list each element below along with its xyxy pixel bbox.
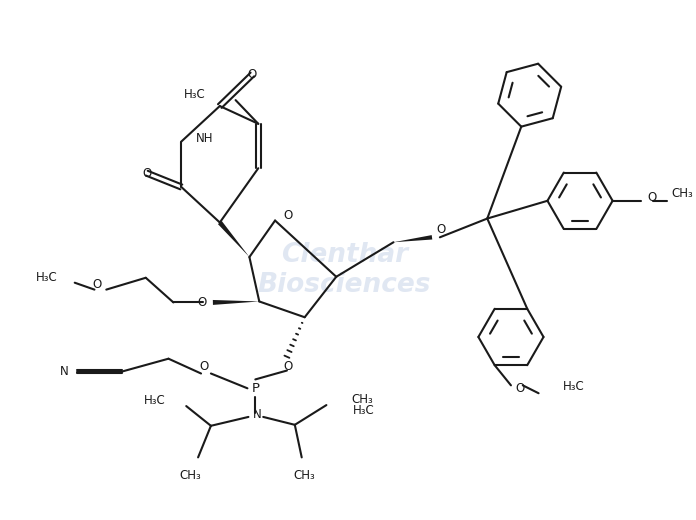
Text: CH₃: CH₃ <box>672 187 694 200</box>
Text: CH₃: CH₃ <box>351 393 373 406</box>
Text: O: O <box>436 223 445 236</box>
Text: H₃C: H₃C <box>184 88 206 101</box>
Text: O: O <box>248 68 257 81</box>
Text: CH₃: CH₃ <box>294 469 315 482</box>
Text: H₃C: H₃C <box>144 394 166 407</box>
Polygon shape <box>393 235 432 242</box>
Text: CH₃: CH₃ <box>180 469 201 482</box>
Text: H₃C: H₃C <box>353 404 374 417</box>
Text: O: O <box>198 296 207 309</box>
Text: NH: NH <box>196 132 214 145</box>
Text: H₃C: H₃C <box>563 380 585 393</box>
Text: O: O <box>200 360 209 373</box>
Text: O: O <box>647 191 656 204</box>
Text: O: O <box>283 360 292 373</box>
Text: O: O <box>283 209 292 222</box>
Text: N: N <box>60 365 69 378</box>
Polygon shape <box>218 221 249 257</box>
Text: P: P <box>251 382 260 395</box>
Text: N: N <box>253 408 262 421</box>
Text: O: O <box>142 166 152 179</box>
Text: H₃C: H₃C <box>36 271 58 284</box>
Text: O: O <box>92 278 102 291</box>
Polygon shape <box>213 300 260 305</box>
Text: O: O <box>515 382 524 395</box>
Text: Clenthar
Biosciences: Clenthar Biosciences <box>258 242 431 298</box>
